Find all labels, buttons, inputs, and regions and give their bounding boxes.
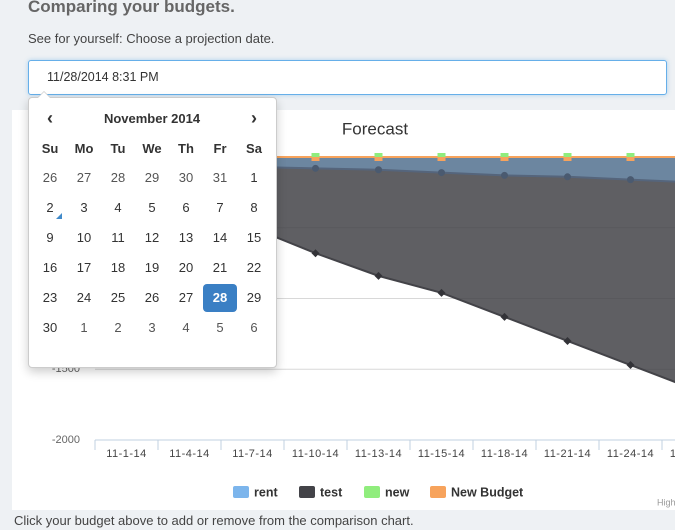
day[interactable]: 25: [110, 290, 126, 305]
day[interactable]: 21: [212, 260, 228, 275]
marker: [500, 157, 509, 161]
day[interactable]: 3: [80, 200, 88, 215]
day[interactable]: 1: [80, 320, 88, 335]
marker: [438, 169, 445, 177]
weekday: Fr: [213, 141, 227, 156]
day[interactable]: 28: [110, 170, 126, 185]
day[interactable]: 28: [203, 284, 237, 312]
weekday: Su: [41, 141, 59, 156]
marker: [312, 164, 319, 172]
legend-swatch: [299, 486, 315, 498]
day[interactable]: 6: [182, 200, 190, 215]
legend-label: New Budget: [451, 485, 524, 499]
weekday: We: [142, 141, 162, 156]
day[interactable]: 15: [246, 230, 262, 245]
day[interactable]: 29: [144, 170, 160, 185]
legend-swatch: [233, 486, 249, 498]
marker: [374, 271, 383, 280]
day[interactable]: 4: [182, 320, 190, 335]
day[interactable]: 3: [148, 320, 156, 335]
day[interactable]: 23: [42, 290, 58, 305]
x-tick-label: 11-4-14: [169, 448, 210, 460]
marker: [501, 171, 508, 179]
marker: [311, 249, 320, 258]
x-tick-label: 11-7-14: [232, 448, 273, 460]
x-tick-label: 11-15-14: [418, 448, 465, 460]
day[interactable]: 5: [148, 200, 156, 215]
marker: [626, 361, 635, 370]
x-tick-label: 11-21-14: [544, 448, 591, 460]
day[interactable]: 2: [114, 320, 122, 335]
day[interactable]: 9: [46, 230, 54, 245]
x-tick-label: 11-24-14: [607, 448, 654, 460]
chart-title: Forecast: [342, 119, 408, 138]
page-title: Comparing your budgets.: [28, 0, 235, 16]
legend-label: rent: [254, 485, 278, 499]
footer-text: Click your budget above to add or remove…: [14, 513, 414, 528]
day[interactable]: 26: [42, 170, 58, 185]
day[interactable]: 12: [144, 230, 160, 245]
month-title[interactable]: November 2014: [103, 111, 201, 126]
next-month[interactable]: ›: [251, 108, 257, 128]
day[interactable]: 17: [76, 260, 92, 275]
day[interactable]: 14: [212, 230, 228, 245]
marker: [500, 312, 509, 321]
marker: [311, 157, 320, 161]
x-tick-label: 11-27-14: [670, 448, 675, 460]
day[interactable]: 18: [110, 260, 126, 275]
x-tick-label: 11-18-14: [481, 448, 528, 460]
x-tick-label: 11-1-14: [106, 448, 147, 460]
day[interactable]: 27: [76, 170, 92, 185]
day[interactable]: 22: [246, 260, 262, 275]
day[interactable]: 2: [33, 194, 67, 222]
legend-swatch: [364, 486, 380, 498]
legend-swatch: [430, 486, 446, 498]
datepicker: ‹ November 2014 › Su Mo Tu We Th Fr Sa 26 27 28 29 30 3…: [28, 91, 277, 368]
date-input[interactable]: 11/28/2014 8:31 PM: [28, 60, 667, 95]
day[interactable]: 29: [246, 290, 262, 305]
day[interactable]: 19: [144, 260, 160, 275]
day[interactable]: 1: [250, 170, 258, 185]
x-tick-label: 11-10-14: [292, 448, 339, 460]
marker: [564, 173, 571, 181]
day[interactable]: 30: [178, 170, 194, 185]
day[interactable]: 8: [250, 200, 258, 215]
day[interactable]: 5: [216, 320, 224, 335]
weekday: Th: [178, 141, 194, 156]
prev-month[interactable]: ‹: [47, 108, 53, 128]
weekday: Mo: [74, 141, 94, 156]
day[interactable]: 31: [212, 170, 228, 185]
day[interactable]: 6: [250, 320, 258, 335]
legend-label: new: [385, 485, 410, 499]
day[interactable]: 4: [114, 200, 122, 215]
day[interactable]: 10: [76, 230, 92, 245]
day[interactable]: 24: [76, 290, 92, 305]
day[interactable]: 20: [178, 260, 194, 275]
day[interactable]: 13: [178, 230, 194, 245]
subtitle: See for yourself: Choose a projection da…: [28, 31, 275, 46]
marker: [437, 157, 446, 161]
marker: [627, 176, 634, 184]
day[interactable]: 16: [42, 260, 58, 275]
legend-label: test: [320, 485, 343, 499]
weekday: Sa: [246, 141, 262, 156]
marker: [563, 336, 572, 345]
marker: [626, 157, 635, 161]
marker: [375, 166, 382, 174]
marker: [437, 288, 446, 297]
y-tick-label: -2000: [52, 434, 80, 446]
marker: [374, 157, 383, 161]
credit: Highcharts.com: [657, 497, 675, 507]
day[interactable]: 7: [216, 200, 224, 215]
day[interactable]: 30: [42, 320, 58, 335]
marker: [563, 157, 572, 161]
weekday: Tu: [110, 141, 126, 156]
x-tick-label: 11-13-14: [355, 448, 402, 460]
day[interactable]: 27: [178, 290, 194, 305]
day[interactable]: 26: [144, 290, 160, 305]
day[interactable]: 11: [111, 230, 125, 245]
